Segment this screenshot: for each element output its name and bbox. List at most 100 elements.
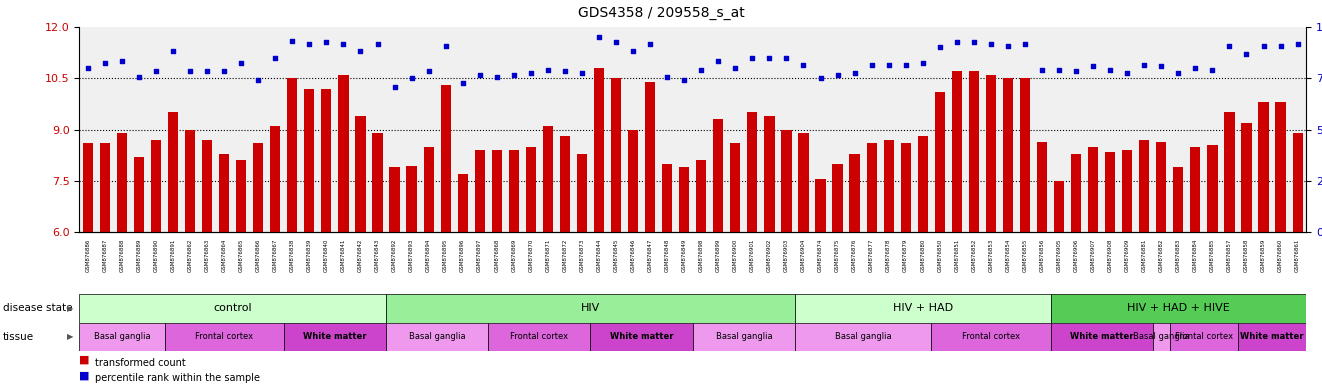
- Bar: [935, 92, 945, 232]
- Bar: [559, 136, 570, 232]
- Point: [964, 39, 985, 45]
- Point: [537, 66, 558, 73]
- Point: [623, 48, 644, 54]
- Bar: [164, 323, 284, 351]
- Point: [1219, 43, 1240, 49]
- Point: [947, 39, 968, 45]
- Point: [368, 41, 389, 47]
- Point: [776, 55, 797, 61]
- Bar: [781, 129, 792, 232]
- Bar: [237, 161, 246, 232]
- Bar: [83, 143, 93, 232]
- Bar: [952, 71, 962, 232]
- Point: [469, 72, 490, 78]
- Point: [1288, 41, 1309, 47]
- Bar: [116, 133, 127, 232]
- Point: [690, 66, 711, 73]
- Point: [247, 77, 268, 83]
- Bar: [1237, 323, 1306, 351]
- Point: [1100, 66, 1121, 73]
- Point: [1270, 43, 1292, 49]
- Point: [1185, 65, 1206, 71]
- Point: [929, 44, 951, 50]
- Bar: [747, 113, 758, 232]
- Bar: [693, 323, 795, 351]
- Bar: [492, 150, 502, 232]
- Point: [571, 70, 592, 76]
- Bar: [1276, 102, 1286, 232]
- Point: [418, 68, 439, 74]
- Bar: [1259, 102, 1269, 232]
- Bar: [390, 167, 399, 232]
- Bar: [1003, 78, 1013, 232]
- Bar: [1019, 78, 1030, 232]
- Bar: [816, 179, 826, 232]
- Point: [316, 39, 337, 45]
- Text: Frontal cortex: Frontal cortex: [196, 333, 254, 341]
- Point: [486, 73, 508, 79]
- Text: control: control: [213, 303, 253, 313]
- Point: [605, 39, 627, 45]
- Text: Basal ganglia: Basal ganglia: [94, 333, 151, 341]
- Point: [350, 48, 371, 54]
- Bar: [406, 166, 416, 232]
- Point: [264, 55, 286, 61]
- Point: [1253, 43, 1274, 49]
- Point: [742, 55, 763, 61]
- Text: White matter: White matter: [1069, 333, 1133, 341]
- Bar: [356, 116, 366, 232]
- Point: [383, 84, 405, 90]
- Bar: [866, 143, 876, 232]
- Point: [163, 48, 184, 54]
- Bar: [321, 88, 332, 232]
- Point: [895, 61, 916, 68]
- Text: Basal ganglia: Basal ganglia: [715, 333, 772, 341]
- Point: [793, 61, 814, 68]
- Point: [1066, 68, 1087, 74]
- Text: transformed count: transformed count: [95, 358, 186, 368]
- Bar: [969, 71, 980, 232]
- Bar: [833, 164, 842, 232]
- Point: [77, 65, 98, 71]
- Point: [1167, 70, 1188, 76]
- Bar: [645, 82, 656, 232]
- Bar: [1190, 147, 1200, 232]
- Bar: [730, 143, 740, 232]
- Text: Frontal cortex: Frontal cortex: [510, 333, 568, 341]
- Point: [878, 61, 899, 68]
- Point: [861, 61, 882, 68]
- Point: [282, 38, 303, 44]
- Bar: [883, 140, 894, 232]
- Point: [333, 41, 354, 47]
- Bar: [168, 113, 178, 232]
- Text: ▶: ▶: [67, 304, 73, 313]
- Point: [981, 41, 1002, 47]
- Bar: [1293, 133, 1302, 232]
- Point: [504, 72, 525, 78]
- Point: [707, 58, 728, 64]
- Point: [128, 73, 149, 79]
- Bar: [440, 85, 451, 232]
- Bar: [99, 143, 110, 232]
- Bar: [202, 140, 213, 232]
- Bar: [1122, 150, 1133, 232]
- Bar: [917, 136, 928, 232]
- Bar: [1051, 323, 1153, 351]
- Bar: [270, 126, 280, 232]
- Bar: [1170, 323, 1237, 351]
- Text: White matter: White matter: [303, 333, 366, 341]
- Point: [111, 58, 132, 64]
- Bar: [386, 323, 488, 351]
- Bar: [79, 294, 386, 323]
- Bar: [151, 140, 161, 232]
- Point: [1048, 66, 1069, 73]
- Point: [214, 68, 235, 74]
- Text: disease state: disease state: [3, 303, 73, 313]
- Bar: [304, 88, 315, 232]
- Point: [810, 75, 832, 81]
- Text: HIV + HAD: HIV + HAD: [892, 303, 953, 313]
- Bar: [509, 150, 520, 232]
- Bar: [713, 119, 723, 232]
- Text: ■: ■: [79, 370, 90, 380]
- Text: Basal ganglia: Basal ganglia: [408, 333, 465, 341]
